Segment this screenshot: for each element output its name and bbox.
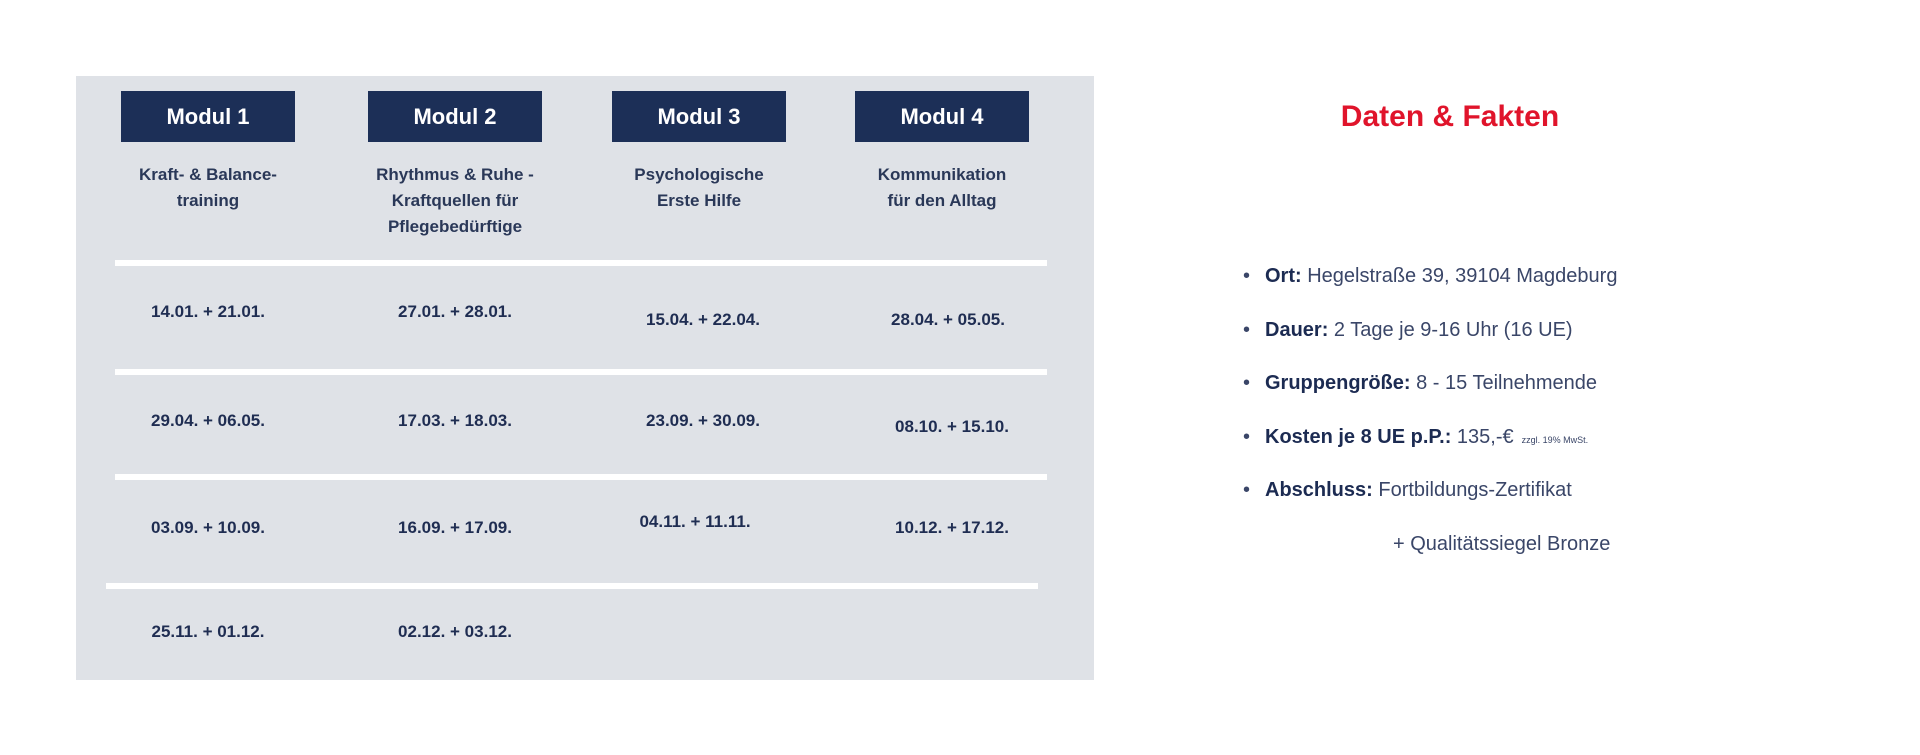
module-title-line: training — [176, 191, 240, 210]
module-title: Kommunikation für den Alltag — [832, 162, 1052, 214]
module-title-line: Psychologische — [634, 165, 764, 184]
module-title: Kraft- & Balance-training — [98, 162, 318, 214]
bullet-icon: • — [1243, 372, 1251, 394]
module-date: 28.04. + 05.05. — [891, 310, 1005, 329]
fact-value: 8 - 15 Teilnehmende — [1416, 372, 1597, 394]
module-title-line: für den Alltag — [887, 191, 997, 210]
module-date: 25.11. + 01.12. — [151, 622, 265, 641]
fact-label: Dauer: — [1265, 318, 1329, 341]
module-date: 17.03. + 18.03. — [398, 411, 512, 430]
module-date: 23.09. + 30.09. — [646, 411, 760, 430]
module-header-3: Modul 3 — [612, 91, 786, 142]
module-title-line: Pflegebedürftige — [387, 217, 523, 236]
module-date: 27.01. + 28.01. — [398, 302, 512, 321]
module-title: Psychologische Erste Hilfe — [589, 162, 809, 214]
fact-value: 135,-€ — [1456, 425, 1514, 448]
module-header-4: Modul 4 — [855, 91, 1029, 142]
fact-note: zzgl. 19% MwSt. — [1521, 434, 1589, 445]
bullet-icon: • — [1243, 265, 1251, 287]
fact-item: • Kosten je 8 UE p.P.: 135,-€ zzgl. 19% Mw… — [1243, 426, 1617, 480]
module-schedule-panel: Modul 1 Kraft- & Balance-training 14.01. +… — [76, 76, 1094, 680]
fact-item: • Dauer: 2 Tage je 9-16 Uhr (16 UE) — [1243, 319, 1617, 373]
fact-item: • Abschluss: Fortbildungs-Zertifikat — [1243, 479, 1617, 533]
module-date: 02.12. + 03.12. — [398, 622, 512, 641]
module-date: 29.04. + 06.05. — [151, 411, 265, 430]
row-divider — [115, 260, 1047, 266]
module-date: 15.04. + 22.04. — [646, 310, 760, 329]
facts-title: Daten & Fakten — [1340, 100, 1560, 133]
module-title-line: Rhythmus & Ruhe - — [376, 165, 534, 184]
module-date: 10.12. + 17.12. — [895, 518, 1009, 537]
row-divider — [115, 474, 1047, 480]
fact-extra: + Qualitätssiegel Bronze — [1393, 533, 1611, 555]
fact-label: Kosten je 8 UE p.P.: — [1265, 425, 1452, 448]
fact-value: Hegelstraße 39, 39104 Magdeburg — [1307, 265, 1618, 287]
fact-value: 2 Tage je 9-16 Uhr (16 UE) — [1333, 318, 1573, 341]
row-divider — [115, 369, 1047, 375]
fact-item: • Ort: Hegelstraße 39, 39104 Magdeburg — [1243, 265, 1617, 319]
module-date: 03.09. + 10.09. — [151, 518, 265, 537]
fact-value: Fortbildungs-Zertifikat — [1378, 479, 1572, 501]
module-title-line: Kraftquellen für — [391, 191, 519, 210]
module-title-line: Kraft- & Balance- — [139, 165, 277, 184]
bullet-icon: • — [1243, 479, 1251, 501]
bullet-icon: • — [1243, 425, 1251, 448]
row-divider — [106, 583, 1038, 589]
bullet-icon: • — [1243, 318, 1251, 341]
module-title-line: Kommunikation — [877, 165, 1007, 184]
module-date: 08.10. + 15.10. — [895, 417, 1009, 436]
module-date: 04.11. + 11.11. — [639, 512, 751, 531]
module-header-2: Modul 2 — [368, 91, 542, 142]
fact-label: Ort: — [1265, 265, 1302, 287]
fact-label: Gruppengröße: — [1265, 372, 1411, 394]
module-header-1: Modul 1 — [121, 91, 295, 142]
module-title-line: Erste Hilfe — [656, 191, 742, 210]
module-date: 14.01. + 21.01. — [151, 302, 265, 321]
module-title: Rhythmus & Ruhe - Kraftquellen für Pflegeb… — [345, 162, 565, 240]
fact-label: Abschluss: — [1265, 479, 1373, 501]
module-date: 16.09. + 17.09. — [398, 518, 512, 537]
fact-item: • Gruppengröße: 8 - 15 Teilnehmende — [1243, 372, 1617, 426]
facts-list: • Ort: Hegelstraße 39, 39104 Magdeburg • D… — [1243, 265, 1617, 533]
